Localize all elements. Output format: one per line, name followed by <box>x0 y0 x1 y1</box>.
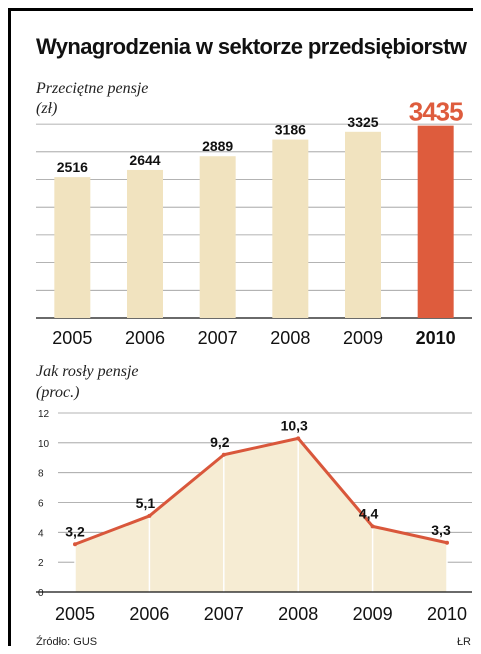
data-point-2008 <box>296 436 301 441</box>
x-tick-label-2010: 2010 <box>416 328 456 348</box>
x-tick-label-2007: 2007 <box>198 328 238 348</box>
x-tick-label-2007: 2007 <box>204 604 244 624</box>
frame-top-line <box>8 8 473 11</box>
bar-value-label-2008: 3186 <box>275 122 306 138</box>
bar-2006 <box>127 169 163 318</box>
bar-value-label-2006: 2644 <box>129 152 160 168</box>
x-tick-label-2009: 2009 <box>353 604 393 624</box>
x-tick-label-2005: 2005 <box>55 604 95 624</box>
bar-value-label-2010: 3435 <box>409 97 463 127</box>
bar-2005 <box>54 177 91 318</box>
point-value-label-2006: 5,1 <box>136 495 156 511</box>
bar-chart-subtitle: Przeciętne pensje <box>36 80 149 97</box>
x-tick-label-2010: 2010 <box>427 604 467 624</box>
data-point-2007 <box>221 452 226 457</box>
x-tick-label-2005: 2005 <box>52 328 92 348</box>
data-point-2010 <box>445 540 449 545</box>
point-value-label-2008: 10,3 <box>281 417 308 433</box>
point-value-label-2005: 3,2 <box>65 523 85 539</box>
bar-chart: 2516 2005 2644 2006 2889 2007 3186 2008 3325 2009… <box>36 97 472 348</box>
x-tick-label-2006: 2006 <box>125 328 165 348</box>
bar-2008 <box>272 139 309 318</box>
y-tick-label: 2 <box>38 558 44 569</box>
line-chart-unit: (proc.) <box>36 384 80 401</box>
point-value-label-2007: 9,2 <box>210 434 230 450</box>
bar-value-label-2007: 2889 <box>202 138 233 154</box>
bar-chart-unit: (zł) <box>36 100 58 117</box>
source-note: Źródło: GUS <box>36 636 98 648</box>
bar-value-label-2009: 3325 <box>347 114 378 130</box>
line-chart-subtitle: Jak rosły pensje <box>36 363 139 380</box>
area-fill <box>75 438 447 592</box>
data-point-2006 <box>147 513 152 518</box>
x-tick-label-2009: 2009 <box>343 328 383 348</box>
series-line <box>74 436 448 546</box>
infographic-title: Wynagrodzenia w sektorze przedsiębiorstw <box>36 34 467 59</box>
point-value-label-2009: 4,4 <box>359 505 379 521</box>
frame-left-line <box>8 8 11 646</box>
y-tick-label: 8 <box>38 469 44 480</box>
bar-value-label-2005: 2516 <box>57 159 88 175</box>
data-point-2009 <box>370 524 375 529</box>
bar-2009 <box>345 131 381 318</box>
y-tick-label: 0 <box>38 588 44 599</box>
y-tick-label: 4 <box>38 528 44 539</box>
data-point-2005 <box>73 542 77 547</box>
x-tick-label-2006: 2006 <box>129 604 169 624</box>
y-tick-label: 10 <box>38 439 50 450</box>
y-tick-label: 12 <box>38 409 50 420</box>
point-value-label-2010: 3,3 <box>431 522 451 538</box>
bar-2007 <box>199 156 236 318</box>
bar-2010 <box>417 125 454 318</box>
x-tick-label-2008: 2008 <box>270 328 310 348</box>
author-initials: ŁR <box>456 636 471 648</box>
y-tick-label: 6 <box>38 499 44 510</box>
x-tick-label-2008: 2008 <box>278 604 318 624</box>
